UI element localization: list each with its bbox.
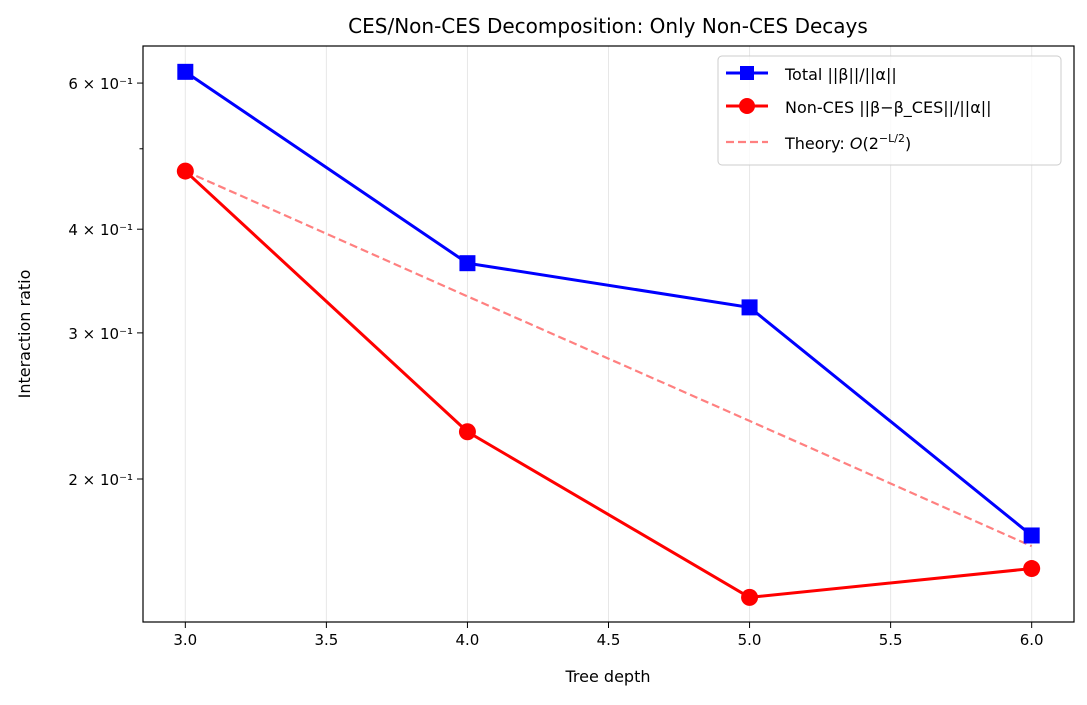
chart-title: CES/Non-CES Decomposition: Only Non-CES … xyxy=(348,14,868,38)
data-point-circle xyxy=(1023,560,1041,578)
x-tick-label: 3.5 xyxy=(314,631,338,649)
x-tick-label: 5.0 xyxy=(738,631,762,649)
y-tick-label: 3 × 10⁻¹ xyxy=(68,325,133,343)
series-line-2 xyxy=(184,170,1033,548)
legend-marker-circle xyxy=(739,98,755,114)
x-tick-label: 4.5 xyxy=(597,631,621,649)
data-point-square xyxy=(741,299,758,316)
x-tick-label: 4.0 xyxy=(456,631,480,649)
x-tick-label: 5.5 xyxy=(879,631,903,649)
y-tick-label: 2 × 10⁻¹ xyxy=(68,471,133,489)
legend-label-noncess: Non-CES ||β−β_CES||/||α|| xyxy=(785,98,992,118)
series-line-0 xyxy=(184,70,1033,537)
y-tick-label: 6 × 10⁻¹ xyxy=(68,75,133,93)
data-point-circle xyxy=(458,423,476,441)
data-point-square xyxy=(177,63,194,80)
data-point-circle xyxy=(176,162,194,180)
x-axis-label: Tree depth xyxy=(565,667,651,686)
y-tick-label: 4 × 10⁻¹ xyxy=(68,221,133,239)
legend-marker-square xyxy=(740,66,754,80)
legend-label-total: Total ||β||/||α|| xyxy=(784,65,897,84)
y-axis-label: Interaction ratio xyxy=(15,270,34,399)
data-point-square xyxy=(1023,527,1040,544)
legend-label-theory: Theory: O(2−L/2) xyxy=(784,132,911,153)
data-point-circle xyxy=(741,588,759,606)
data-point-square xyxy=(459,255,476,272)
x-tick-label: 6.0 xyxy=(1020,631,1044,649)
plot-frame xyxy=(142,45,1075,623)
x-tick-label: 3.0 xyxy=(173,631,197,649)
legend-box xyxy=(717,55,1062,166)
series-line-1 xyxy=(184,169,1032,599)
legend: Total ||β||/||α|| Non-CES ||β−β_CES||/||… xyxy=(717,55,1062,166)
